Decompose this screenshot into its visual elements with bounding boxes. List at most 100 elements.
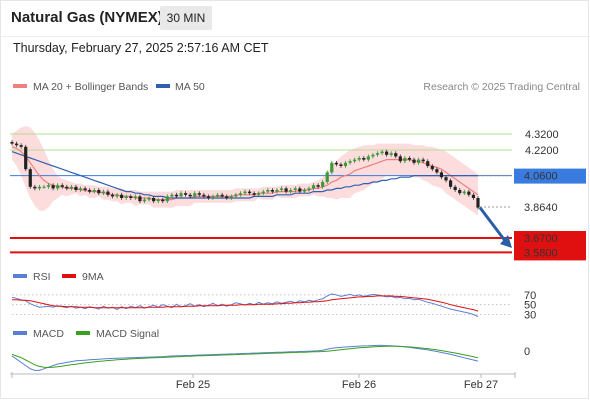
candle-body (51, 185, 55, 189)
rsi-ma-legend-label: 9MA (82, 271, 104, 283)
bollinger-band-area (12, 126, 478, 216)
rsi-legend-label: RSI (33, 271, 51, 283)
candle-body (156, 199, 160, 202)
rsi-tick-label: 70 (524, 290, 536, 302)
candle-body (19, 145, 23, 147)
support-level-label: 3.6700 (524, 233, 558, 245)
candle-body (471, 194, 476, 198)
candle-body (412, 159, 416, 163)
support-level-label-bg (514, 231, 586, 246)
candle-body (74, 186, 78, 190)
candle-body (252, 193, 256, 195)
candle-body (334, 162, 338, 165)
candle-body (215, 194, 220, 197)
candle-body (453, 186, 457, 190)
candle-body (78, 188, 83, 190)
candle-body (421, 159, 425, 162)
interval-button[interactable]: 30 MIN (160, 6, 212, 30)
candle-body (385, 151, 389, 155)
candle-body (348, 161, 352, 163)
candle-body (37, 186, 42, 189)
candle-body (243, 191, 247, 194)
candle-body (161, 199, 165, 202)
candle-body (375, 153, 380, 155)
candle-body (174, 194, 179, 197)
candle-body (101, 191, 105, 194)
macd-line (11, 344, 479, 371)
candle-body (298, 188, 302, 192)
rsi-tick-label: 30 (524, 310, 536, 322)
candle-body (46, 185, 51, 187)
candle-body (65, 186, 69, 189)
candle-body (42, 186, 46, 188)
support-level-label-bg (514, 245, 586, 261)
candle-body (339, 164, 343, 166)
candle-body (138, 196, 142, 202)
candle-body (261, 191, 265, 194)
candle-body (458, 190, 462, 194)
rsi-tick-label: 50 (524, 300, 536, 312)
candle-body (380, 151, 384, 154)
candle-body (343, 162, 348, 166)
candle-body (417, 159, 421, 163)
ma50-legend-label: MA 50 (175, 81, 205, 93)
macd-pane: 0 (11, 344, 530, 371)
candle-body (129, 196, 133, 198)
candle-body (234, 194, 238, 197)
x-tick-label: Feb 27 (464, 379, 498, 391)
candle-body (69, 186, 73, 189)
candle-body (293, 188, 297, 190)
last-price-label-bg (514, 198, 586, 215)
candle-body (97, 190, 101, 194)
macd-legend-label: MACD (33, 328, 64, 340)
ma50-line (11, 151, 478, 199)
instrument-title: Natural Gas (NYMEX) (11, 9, 163, 26)
candle-body (476, 198, 480, 208)
candle-body (353, 159, 357, 162)
price-pane: 4.3200 4.2200 4.0600 3.8640 3.6700 3.5800 (10, 126, 586, 261)
candle-body (448, 180, 453, 187)
x-tick-label: Feb 26 (342, 379, 376, 391)
candle-body (83, 188, 87, 190)
last-price-label: 3.8640 (524, 202, 558, 214)
candle-body (302, 190, 306, 192)
macd-signal-line (11, 345, 479, 369)
candle-body (307, 188, 311, 190)
candle-body (284, 188, 288, 192)
candle-body (202, 194, 206, 197)
candle-body (152, 198, 156, 202)
macd-legend-swatch (13, 331, 27, 335)
credit-text: Research © 2025 Trading Central (423, 81, 580, 93)
forecast-arrow-shaft (478, 206, 508, 243)
candle-body (389, 153, 393, 155)
rsi-legend-swatch (13, 274, 27, 278)
macd-tick-label: 0 (524, 346, 530, 358)
candle-body (92, 190, 96, 192)
candle-body (229, 196, 233, 198)
ma50-legend-swatch (156, 84, 170, 88)
forecast-arrow-head (500, 235, 512, 248)
candle-body (14, 143, 19, 146)
candle-body (279, 188, 284, 190)
candle-body (206, 196, 211, 198)
candle-body (426, 161, 430, 166)
candle-body (357, 158, 361, 160)
candle-body (430, 166, 434, 170)
candle-body (321, 182, 325, 187)
candle-body (398, 156, 402, 162)
candle-body (170, 194, 174, 197)
candle-body (142, 199, 147, 202)
candle-body (147, 198, 151, 200)
candle-body (403, 158, 407, 162)
candle-body (211, 196, 215, 198)
candle-body (289, 190, 293, 192)
x-tick-label: Feb 25 (176, 379, 210, 391)
candle-body (179, 193, 183, 197)
candle-body (220, 194, 224, 197)
candle-body (371, 154, 375, 157)
candle-body (462, 191, 466, 194)
resistance-level-label: 4.2200 (525, 145, 559, 157)
